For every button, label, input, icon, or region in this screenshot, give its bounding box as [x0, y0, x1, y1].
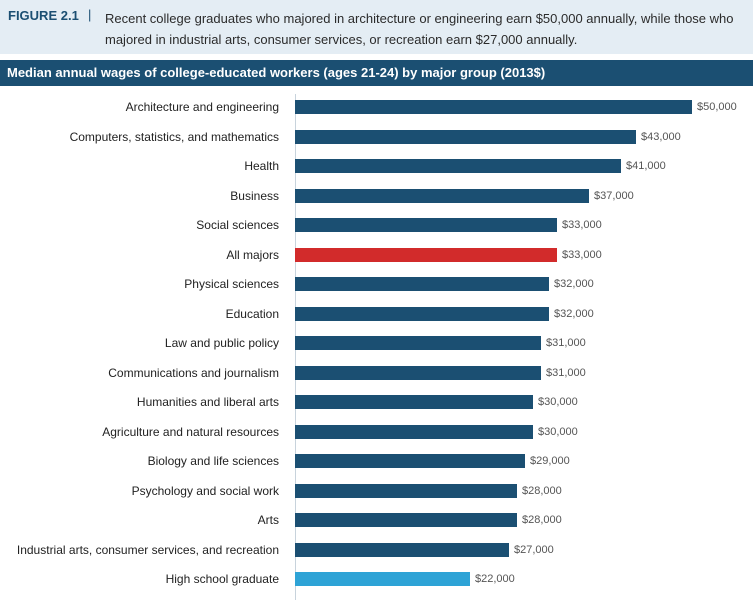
- bar: [295, 159, 621, 173]
- category-label: All majors: [226, 247, 279, 262]
- bar: [295, 572, 470, 586]
- value-label: $28,000: [522, 514, 562, 526]
- value-label: $33,000: [562, 219, 602, 231]
- bar: [295, 277, 549, 291]
- category-label: Communications and journalism: [108, 365, 279, 380]
- bar: [295, 100, 692, 114]
- category-label: Agriculture and natural resources: [102, 424, 279, 439]
- bar: [295, 247, 557, 262]
- value-label: $28,000: [522, 484, 562, 497]
- category-label: Business: [230, 188, 279, 203]
- category-label: Biology and life sciences: [147, 454, 279, 468]
- value-label: $50,000: [697, 101, 737, 113]
- value-label: $31,000: [546, 337, 586, 349]
- value-label: $27,000: [514, 543, 554, 556]
- figure-caption: Recent college graduates who majored in …: [105, 11, 734, 47]
- category-label: Physical sciences: [184, 277, 279, 291]
- category-label: Architecture and engineering: [125, 100, 279, 114]
- value-label: $43,000: [641, 130, 681, 143]
- value-label: $22,000: [475, 573, 515, 585]
- value-label: $33,000: [562, 248, 602, 261]
- bar: [295, 513, 517, 527]
- category-label: Arts: [257, 513, 279, 527]
- figure-separator: |: [88, 7, 92, 22]
- bar: [295, 424, 533, 439]
- category-label: Social sciences: [196, 218, 279, 232]
- value-label: $30,000: [538, 425, 578, 438]
- category-label: Humanities and liberal arts: [136, 395, 279, 409]
- bar: [295, 454, 525, 468]
- bar: [295, 218, 557, 232]
- value-label: $31,000: [546, 366, 586, 379]
- category-label: Health: [244, 159, 279, 173]
- value-label: $37,000: [594, 189, 634, 202]
- chart-title: Median annual wages of college-educated …: [7, 65, 546, 80]
- category-label: High school graduate: [165, 572, 279, 586]
- value-label: $29,000: [530, 455, 570, 467]
- value-label: $41,000: [626, 160, 666, 172]
- bar: [295, 306, 549, 321]
- chart-title-bar: Median annual wages of college-educated …: [0, 60, 753, 86]
- bar: [295, 188, 589, 203]
- category-label: Law and public policy: [164, 336, 279, 350]
- bar: [295, 542, 509, 557]
- value-label: $32,000: [554, 278, 594, 290]
- bar: [295, 129, 636, 144]
- category-label: Industrial arts, consumer services, and …: [16, 542, 279, 557]
- value-label: $32,000: [554, 307, 594, 320]
- figure-label: FIGURE 2.1: [8, 8, 79, 23]
- bar-chart: Architecture and engineering $50,000 Compu…: [0, 86, 753, 600]
- category-label: Computers, statistics, and mathematics: [69, 129, 279, 144]
- bar: [295, 336, 541, 350]
- bar: [295, 395, 533, 409]
- category-label: Psychology and social work: [131, 483, 279, 498]
- figure-header: FIGURE 2.1 | Recent college graduates wh…: [0, 0, 753, 54]
- bar: [295, 483, 517, 498]
- value-label: $30,000: [538, 396, 578, 408]
- bar: [295, 365, 541, 380]
- category-label: Education: [225, 306, 279, 321]
